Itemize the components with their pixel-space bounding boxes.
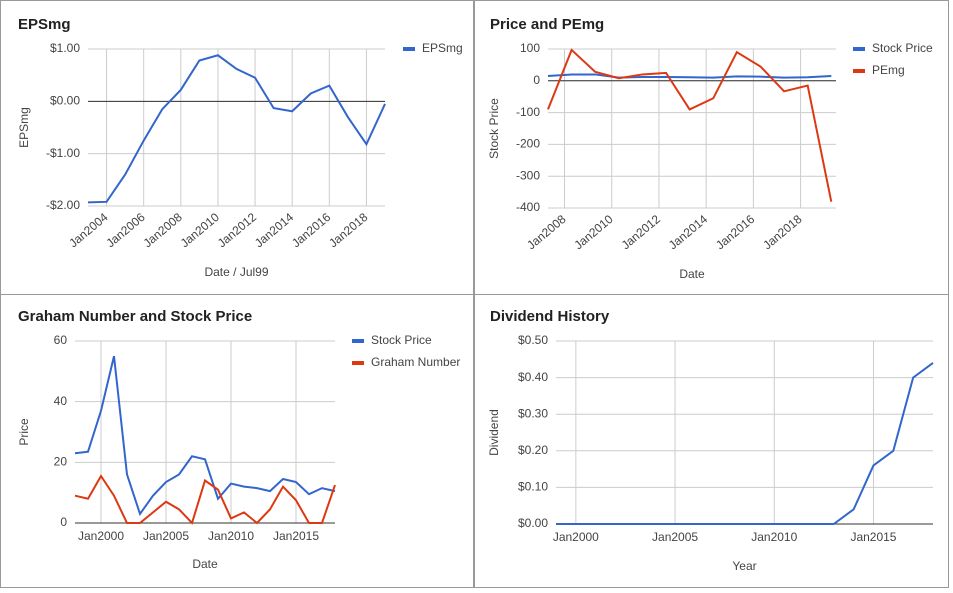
- y-axis-label: Price: [17, 418, 31, 446]
- legend-label: Stock Price: [371, 333, 432, 347]
- y-tick-label: 40: [54, 394, 68, 408]
- y-tick-label: $1.00: [50, 41, 80, 55]
- line-series: [556, 362, 934, 525]
- x-tick-label: Jan2004: [66, 210, 111, 251]
- x-tick-label: Jan2012: [215, 210, 260, 251]
- y-tick-label: -100: [516, 105, 540, 119]
- x-tick-label: Jan2010: [571, 212, 616, 253]
- x-tick-label: Jan2005: [652, 530, 698, 544]
- x-tick-label: Jan2018: [326, 210, 371, 251]
- x-axis-label: Date / Jul99: [204, 265, 268, 279]
- y-axis-label: Dividend: [487, 409, 501, 456]
- x-axis-label: Date: [679, 267, 705, 281]
- y-tick-label: $0.40: [518, 370, 548, 384]
- y-tick-label: 0: [60, 515, 67, 529]
- x-axis-label: Date: [192, 557, 218, 571]
- line-series: [547, 48, 833, 202]
- y-tick-label: -300: [516, 168, 540, 182]
- chart-title: Graham Number and Stock Price: [18, 308, 252, 325]
- line-series: [74, 474, 336, 525]
- x-tick-label: Jan2012: [619, 212, 664, 253]
- y-tick-label: 20: [54, 455, 68, 469]
- x-tick-label: Jan2014: [666, 212, 711, 253]
- x-tick-label: Jan2016: [713, 212, 758, 253]
- chart-title: EPSmg: [18, 16, 71, 33]
- y-tick-label: -200: [516, 137, 540, 151]
- x-tick-label: Jan2010: [178, 210, 223, 251]
- x-tick-label: Jan2015: [850, 530, 896, 544]
- y-tick-label: -$1.00: [46, 146, 80, 160]
- x-tick-label: Jan2006: [103, 210, 148, 251]
- y-tick-label: $0.10: [518, 480, 548, 494]
- panel: [0, 294, 474, 588]
- x-tick-label: Jan2005: [143, 529, 189, 543]
- x-tick-label: Jan2018: [760, 212, 805, 253]
- line-series: [87, 54, 386, 204]
- y-tick-label: -400: [516, 200, 540, 214]
- line-series: [74, 355, 336, 517]
- legend-label: Stock Price: [872, 41, 933, 55]
- x-tick-label: Jan2015: [273, 529, 319, 543]
- x-tick-label: Jan2008: [524, 212, 569, 253]
- x-tick-label: Jan2010: [751, 530, 797, 544]
- y-axis-label: EPSmg: [17, 107, 31, 148]
- chart-title: Dividend History: [490, 308, 610, 325]
- y-tick-label: $0.30: [518, 406, 548, 420]
- y-tick-label: 0: [533, 73, 540, 87]
- y-tick-label: $0.50: [518, 333, 548, 347]
- legend-label: PEmg: [872, 63, 905, 77]
- legend-label: Graham Number: [371, 355, 460, 369]
- x-axis-label: Year: [732, 559, 756, 573]
- panel: [474, 294, 949, 588]
- y-tick-label: 100: [520, 41, 540, 55]
- y-tick-label: -$2.00: [46, 198, 80, 212]
- x-tick-label: Jan2014: [252, 210, 297, 251]
- y-tick-label: 60: [54, 333, 68, 347]
- y-tick-label: $0.20: [518, 443, 548, 457]
- line-series: [547, 73, 832, 79]
- x-tick-label: Jan2010: [208, 529, 254, 543]
- x-tick-label: Jan2000: [553, 530, 599, 544]
- chart-title: Price and PEmg: [490, 16, 604, 33]
- legend-label: EPSmg: [422, 41, 463, 55]
- y-tick-label: $0.00: [518, 516, 548, 530]
- x-tick-label: Jan2008: [141, 210, 186, 251]
- x-tick-label: Jan2016: [289, 210, 334, 251]
- y-tick-label: $0.00: [50, 94, 80, 108]
- x-tick-label: Jan2000: [78, 529, 124, 543]
- y-axis-label: Stock Price: [487, 98, 501, 159]
